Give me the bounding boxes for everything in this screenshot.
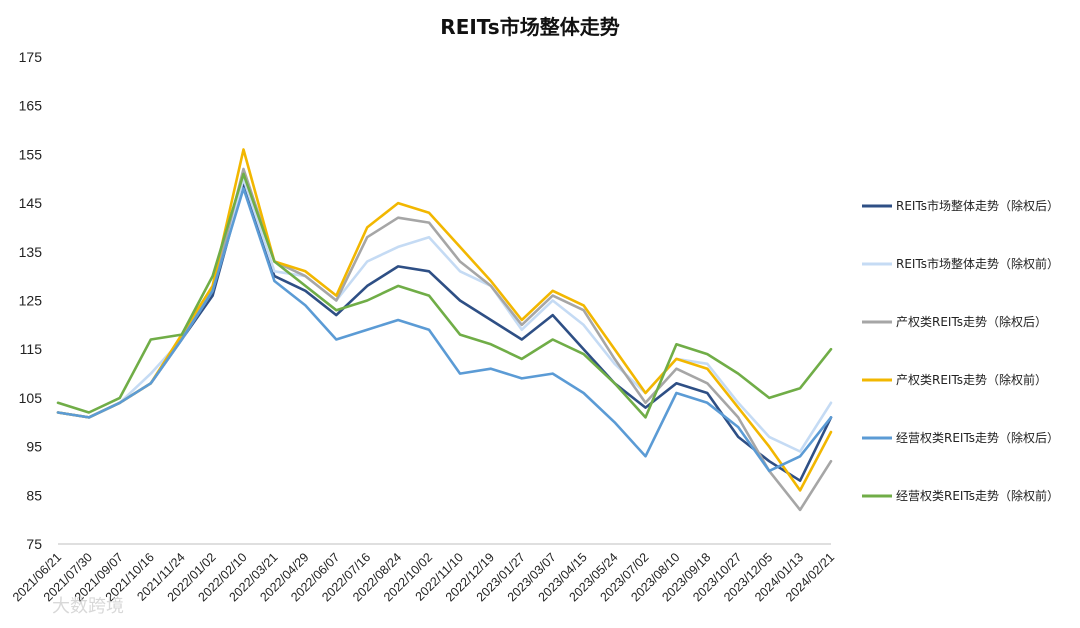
series-line-5: [56, 187, 833, 473]
y-tick-label: 85: [26, 487, 42, 503]
chart-title: REITs市场整体走势: [440, 15, 619, 39]
y-tick-label: 175: [19, 49, 43, 65]
y-tick-label: 115: [20, 341, 43, 357]
y-tick-label: 105: [19, 390, 43, 406]
y-tick-label: 165: [19, 98, 43, 114]
y-tick-label: 95: [26, 439, 42, 455]
y-tick-label: 145: [19, 195, 43, 211]
y-axis: 75 85 95 105 115 125 135 145 155 165 175: [19, 49, 43, 552]
y-tick-label: 135: [19, 244, 43, 260]
watermark: 大数跨境: [52, 596, 124, 617]
y-tick-label: 75: [26, 536, 42, 552]
series-line-4: [56, 148, 833, 492]
legend: REITs市场整体走势（除权后） REITs市场整体走势（除权前） 产权类REITs…: [862, 198, 1059, 503]
legend-label-5: 经营权类REITs走势（除权后）: [896, 430, 1059, 445]
legend-label-1: REITs市场整体走势（除权后）: [896, 198, 1059, 213]
legend-label-2: REITs市场整体走势（除权前）: [896, 256, 1059, 271]
legend-label-3: 产权类REITs走势（除权后）: [896, 314, 1047, 329]
plot-lines: [56, 148, 833, 512]
series-line-3: [56, 167, 833, 512]
legend-label-6: 经营权类REITs走势（除权前）: [896, 488, 1059, 503]
y-tick-label: 155: [19, 146, 43, 162]
series-line-6: [56, 172, 833, 419]
y-tick-label: 125: [19, 293, 43, 309]
legend-label-4: 产权类REITs走势（除权前）: [896, 372, 1047, 387]
x-axis: 2021/06/212021/07/302021/09/072021/10/16…: [10, 543, 837, 604]
